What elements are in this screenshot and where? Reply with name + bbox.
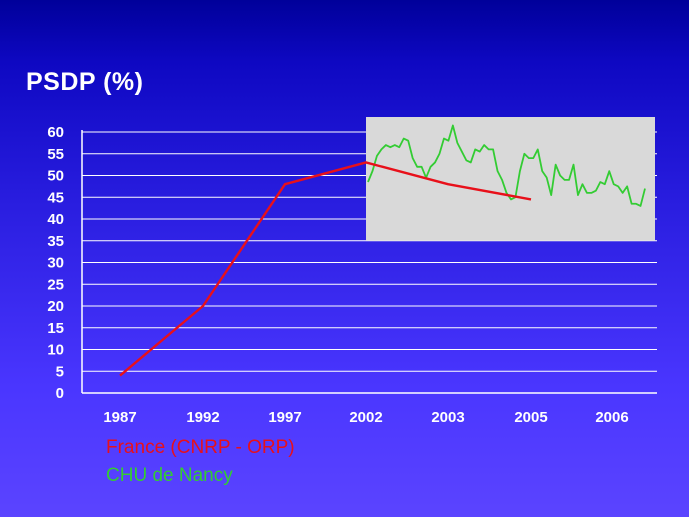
x-tick-labels: 1987 1992 1997 2002 2003 2005 2006 bbox=[103, 409, 628, 426]
series-layer bbox=[119, 124, 646, 377]
y-tick-label: 60 bbox=[47, 124, 64, 141]
y-tick-label: 5 bbox=[56, 363, 64, 380]
y-tick-label: 0 bbox=[56, 385, 64, 402]
y-tick-label: 35 bbox=[47, 233, 64, 250]
x-tick-label: 1992 bbox=[186, 409, 219, 426]
y-tick-label: 25 bbox=[47, 276, 64, 293]
axis-layer bbox=[81, 130, 657, 394]
y-tick-label: 15 bbox=[47, 320, 64, 337]
y-tick-label: 50 bbox=[47, 168, 64, 185]
y-tick-label: 20 bbox=[47, 298, 64, 315]
y-tick-label: 40 bbox=[47, 211, 64, 228]
series-line-france bbox=[119, 161, 532, 377]
slide-title: PSDP (%) bbox=[26, 68, 144, 96]
series-line-chu-nancy bbox=[367, 124, 646, 207]
y-tick-label: 45 bbox=[47, 189, 64, 206]
y-tick-label: 10 bbox=[47, 342, 64, 359]
y-tick-labels: 0 5 10 15 20 25 30 35 40 45 50 55 60 bbox=[47, 124, 64, 402]
x-tick-label: 2003 bbox=[431, 409, 464, 426]
x-tick-label: 1987 bbox=[103, 409, 136, 426]
y-tick-label: 30 bbox=[47, 255, 64, 272]
x-tick-label: 1997 bbox=[268, 409, 301, 426]
y-tick-label: 55 bbox=[47, 146, 64, 163]
x-tick-label: 2005 bbox=[514, 409, 547, 426]
x-tick-label: 2006 bbox=[595, 409, 628, 426]
x-tick-label: 2002 bbox=[349, 409, 382, 426]
legend-france: France (CNRP - ORP) bbox=[106, 437, 295, 458]
legend-nancy: CHU de Nancy bbox=[106, 465, 233, 486]
